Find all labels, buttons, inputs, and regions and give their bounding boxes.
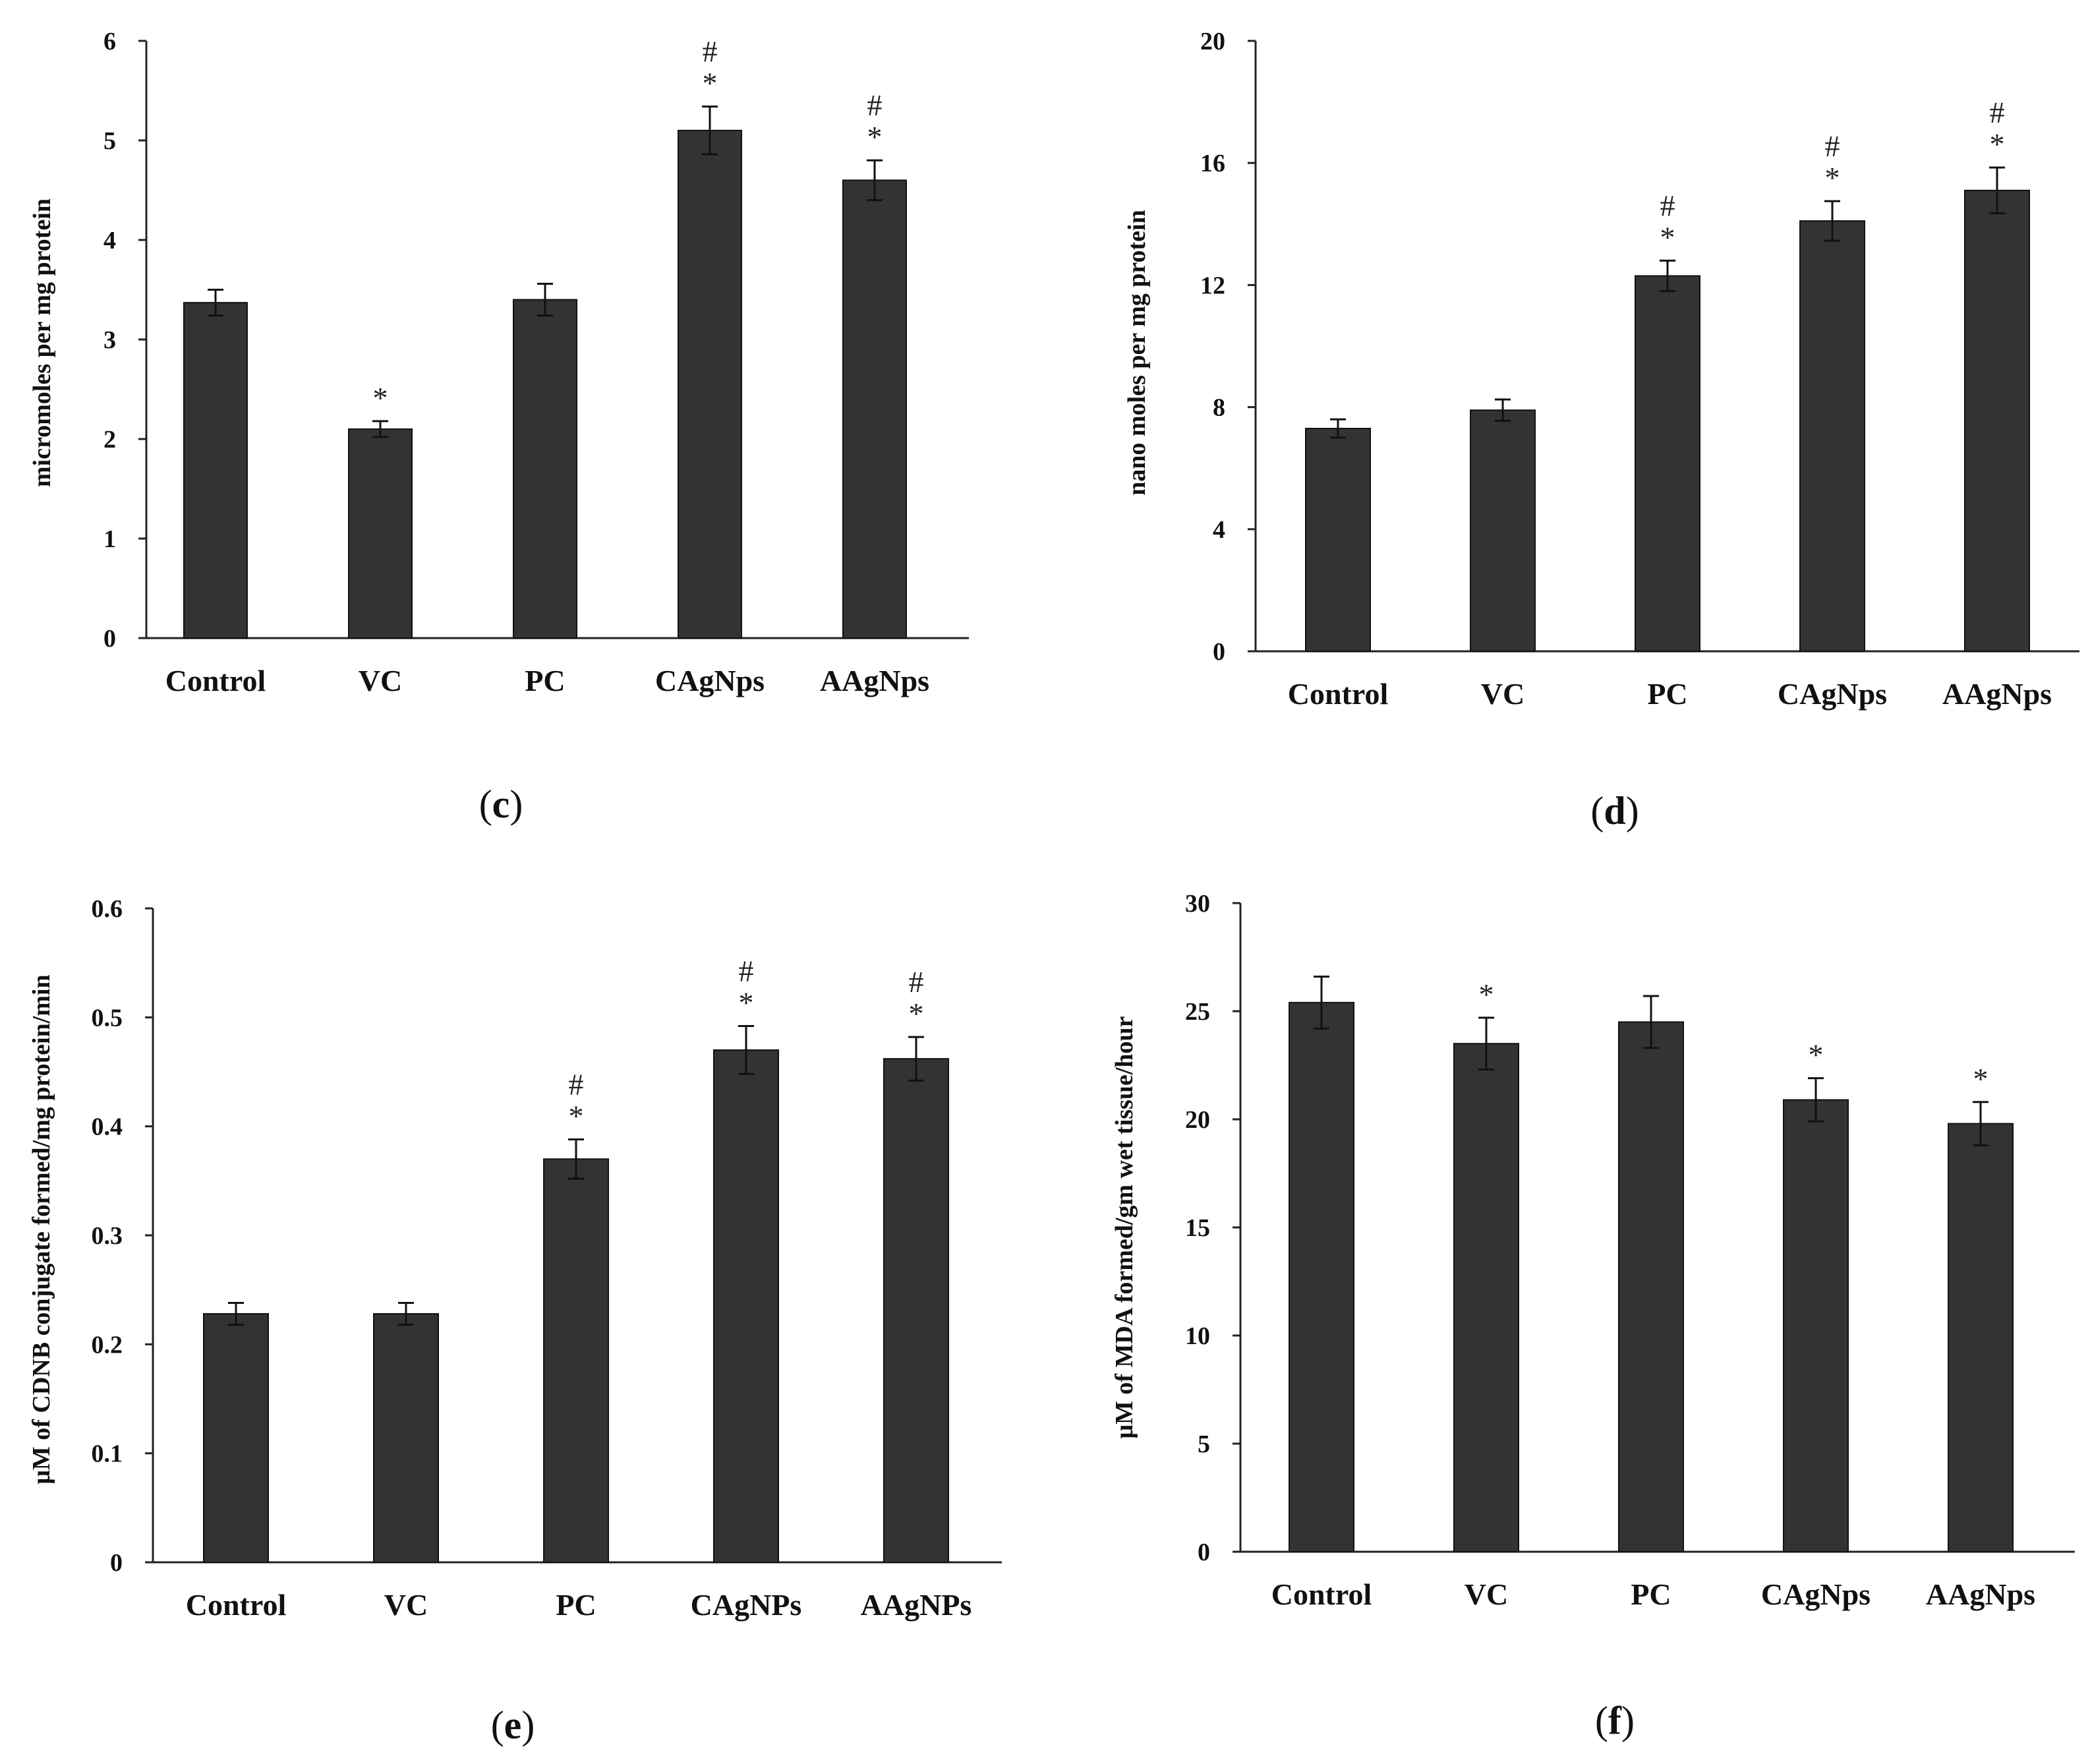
y-tick-label: 30 [1185, 890, 1210, 918]
y-tick-label: 0 [110, 1549, 123, 1577]
x-category-label: Control [186, 1588, 287, 1622]
bar [348, 428, 413, 639]
x-category-label: AAgNps [1926, 1577, 2035, 1611]
significance-hash: # [1660, 189, 1675, 222]
y-tick-label: 4 [103, 227, 116, 254]
y-tick-label: 20 [1185, 1106, 1210, 1134]
panel-label: (e) [491, 1703, 535, 1747]
bar [1618, 1021, 1684, 1552]
bar [1453, 1043, 1519, 1552]
y-tick-label: 0.5 [92, 1004, 123, 1032]
bar [1783, 1099, 1849, 1552]
x-category-label: AAgNps [1942, 677, 2052, 711]
y-tick-label: 0 [1198, 1539, 1210, 1566]
y-tick-label: 0.1 [92, 1440, 123, 1468]
y-tick-label: 0 [1213, 638, 1225, 666]
x-category-label: CAgNPs [691, 1588, 802, 1622]
bar [1799, 220, 1865, 653]
y-tick-label: 0.2 [92, 1331, 123, 1359]
x-category-label: VC [1481, 677, 1524, 711]
x-category-label: PC [1647, 677, 1687, 711]
significance-star: * [1825, 161, 1840, 194]
significance-hash: # [1990, 96, 2005, 129]
x-category-label: VC [1465, 1577, 1508, 1611]
x-category-label: AAgNps [820, 664, 929, 697]
y-tick-label: 20 [1200, 28, 1225, 55]
significance-hash: # [703, 35, 718, 69]
significance-star: * [1809, 1038, 1824, 1072]
bar [373, 1313, 439, 1564]
x-category-label: CAgNps [1778, 677, 1887, 711]
bar [1305, 428, 1371, 652]
significance-hash: # [1825, 129, 1840, 163]
panel-label: (c) [479, 782, 523, 826]
y-tick-label: 6 [103, 28, 116, 55]
y-tick-label: 0 [103, 625, 116, 653]
y-axis-title: μM of MDA formed/gm wet tissue/hour [1111, 1016, 1138, 1438]
significance-hash: # [739, 955, 754, 988]
bar [183, 302, 248, 639]
bar [713, 1049, 779, 1563]
y-tick-label: 0.4 [92, 1113, 123, 1141]
y-axis-title: nano moles per mg protein [1123, 210, 1151, 496]
bar [513, 299, 577, 639]
y-tick-label: 2 [103, 426, 116, 454]
y-tick-label: 3 [103, 326, 116, 354]
y-axis-title: μM of CDNB conjugate formed/mg protein/m… [28, 974, 55, 1484]
y-tick-label: 10 [1185, 1322, 1210, 1350]
x-category-label: PC [525, 664, 565, 697]
y-tick-label: 12 [1200, 272, 1225, 299]
x-category-label: CAgNps [1761, 1577, 1871, 1611]
x-category-label: Control [1271, 1577, 1372, 1611]
bar [1470, 409, 1536, 652]
x-category-label: AAgNPs [861, 1588, 972, 1622]
significance-star: * [373, 381, 388, 415]
x-category-label: Control [1288, 677, 1389, 711]
y-tick-label: 5 [103, 127, 116, 155]
bar [883, 1058, 949, 1564]
significance-hash: # [909, 965, 924, 999]
y-tick-label: 0.6 [92, 895, 123, 923]
significance-hash: # [569, 1068, 584, 1102]
bar [842, 179, 907, 639]
significance-star: * [867, 120, 883, 154]
bar [678, 129, 742, 639]
bar [543, 1158, 609, 1564]
panel-label: (f) [1595, 1699, 1635, 1742]
y-tick-label: 1 [103, 525, 116, 553]
bar [1948, 1123, 2014, 1553]
x-category-label: Control [165, 664, 266, 697]
bar [1635, 275, 1700, 652]
y-axis-title: micromoles per mg protein [28, 198, 56, 487]
y-tick-label: 5 [1198, 1430, 1210, 1458]
significance-star: * [1660, 220, 1675, 254]
y-tick-label: 15 [1185, 1214, 1210, 1242]
significance-star: * [739, 986, 754, 1020]
significance-star: * [703, 67, 718, 100]
significance-star: * [1973, 1062, 1988, 1096]
y-tick-label: 0.3 [92, 1222, 123, 1250]
y-tick-label: 4 [1213, 516, 1225, 544]
significance-star: * [569, 1100, 584, 1133]
bar [1964, 189, 2030, 652]
y-tick-label: 16 [1200, 150, 1225, 177]
y-tick-label: 8 [1213, 394, 1225, 422]
panel-label: (d) [1590, 789, 1639, 833]
x-category-label: PC [556, 1588, 596, 1622]
y-tick-label: 25 [1185, 998, 1210, 1026]
significance-hash: # [867, 88, 883, 122]
x-category-label: VC [359, 664, 402, 697]
x-category-label: PC [1631, 1577, 1671, 1611]
bar [203, 1313, 269, 1564]
significance-star: * [1990, 127, 2005, 161]
significance-star: * [909, 997, 924, 1030]
x-category-label: CAgNps [655, 664, 765, 697]
bar [1289, 1001, 1354, 1552]
x-category-label: VC [384, 1588, 428, 1622]
significance-star: * [1479, 978, 1494, 1011]
